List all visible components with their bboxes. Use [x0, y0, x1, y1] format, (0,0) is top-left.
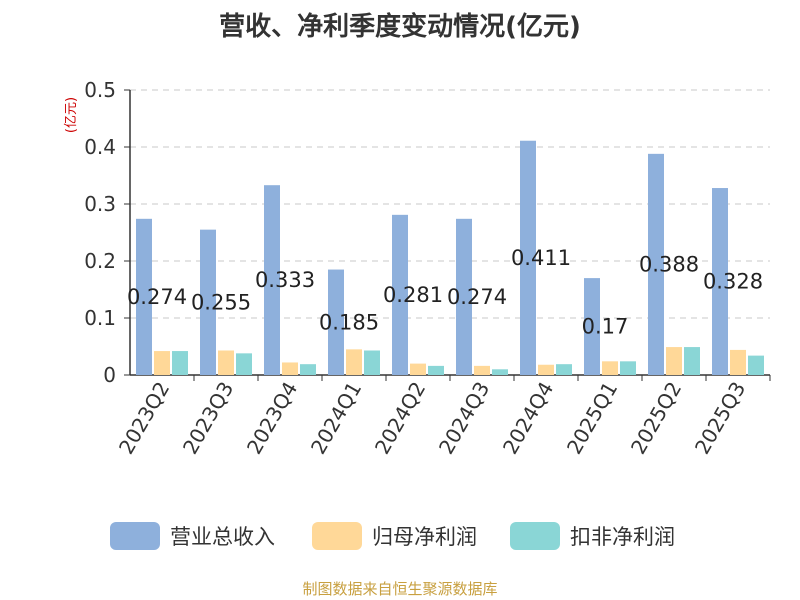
data-label: 0.255	[191, 290, 251, 314]
data-label: 0.388	[639, 252, 699, 276]
chart-title: 营收、净利季度变动情况(亿元)	[219, 12, 581, 42]
bar-revenue	[712, 188, 728, 375]
bar-revenue	[136, 218, 152, 375]
data-label: 0.185	[319, 310, 379, 334]
bar-deducted-net-profit	[172, 351, 188, 375]
bar-deducted-net-profit	[748, 355, 764, 375]
x-tick-label: 2023Q2	[114, 378, 174, 459]
y-tick-label: 0.2	[84, 249, 116, 273]
bar-deducted-net-profit	[492, 369, 508, 375]
bar-net-profit	[218, 350, 234, 375]
bar-net-profit	[282, 362, 298, 375]
bar-revenue	[392, 214, 408, 375]
data-label: 0.328	[703, 270, 763, 294]
bar-deducted-net-profit	[556, 364, 572, 375]
data-label: 0.274	[127, 285, 187, 309]
bar-net-profit	[538, 364, 554, 375]
data-label: 0.411	[511, 246, 571, 270]
legend-swatch	[510, 522, 560, 550]
bar-net-profit	[410, 363, 426, 375]
x-tick-label: 2023Q3	[178, 378, 238, 459]
data-label: 0.333	[255, 268, 315, 292]
bar-deducted-net-profit	[300, 364, 316, 375]
y-tick-label: 0	[103, 363, 116, 387]
bar-revenue	[520, 140, 536, 375]
bar-revenue	[648, 153, 664, 375]
data-label: 0.281	[383, 283, 443, 307]
bar-deducted-net-profit	[620, 361, 636, 375]
bar-net-profit	[346, 349, 362, 375]
y-axis-label: (亿元)	[64, 97, 79, 133]
y-tick-label: 0.4	[84, 135, 116, 159]
data-label: 0.17	[582, 315, 629, 339]
legend-label: 归母净利润	[372, 525, 477, 549]
bar-revenue	[328, 269, 344, 375]
bar-net-profit	[602, 361, 618, 375]
legend-label: 扣非净利润	[570, 525, 675, 549]
bar-net-profit	[666, 347, 682, 375]
bar-revenue	[584, 278, 600, 375]
bar-revenue	[200, 229, 216, 375]
bar-deducted-net-profit	[684, 347, 700, 375]
x-tick-label: 2024Q1	[306, 378, 366, 459]
x-tick-label: 2025Q1	[562, 378, 622, 459]
x-tick-label: 2024Q3	[434, 378, 494, 459]
bar-deducted-net-profit	[428, 365, 444, 375]
x-tick-label: 2025Q2	[626, 378, 686, 459]
bar-net-profit	[154, 351, 170, 375]
source-footer: 制图数据来自恒生聚源数据库	[302, 580, 498, 598]
legend-label: 营业总收入	[170, 525, 275, 549]
y-tick-label: 0.1	[84, 306, 116, 330]
bar-deducted-net-profit	[364, 350, 380, 375]
legend-swatch	[312, 522, 362, 550]
bar-net-profit	[474, 365, 490, 375]
y-tick-label: 0.3	[84, 192, 116, 216]
x-tick-label: 2025Q3	[690, 378, 750, 459]
x-tick-label: 2024Q2	[370, 378, 430, 459]
data-label: 0.274	[447, 285, 507, 309]
x-tick-label: 2023Q4	[242, 378, 302, 459]
bar-net-profit	[730, 349, 746, 375]
legend-swatch	[110, 522, 160, 550]
bar-revenue	[456, 218, 472, 375]
y-tick-label: 0.5	[84, 78, 116, 102]
bar-deducted-net-profit	[236, 353, 252, 375]
bar-revenue	[264, 185, 280, 375]
x-tick-label: 2024Q4	[498, 378, 558, 459]
